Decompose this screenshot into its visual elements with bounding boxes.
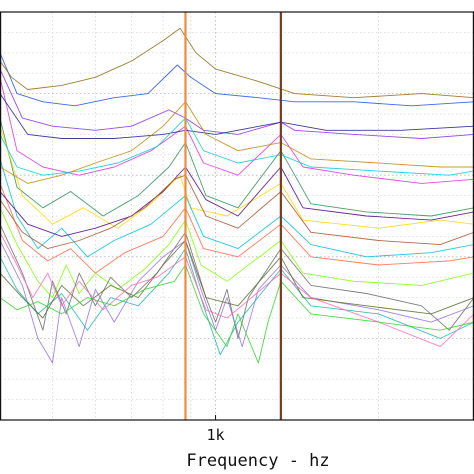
series-line-3	[0, 77, 474, 184]
x-axis-label: Frequency - hz	[186, 451, 329, 471]
grid	[0, 12, 474, 420]
plot-frame	[0, 11, 474, 421]
series-line-20	[0, 264, 474, 364]
x-tick-label: 1k	[207, 426, 225, 444]
series-line-17	[0, 232, 474, 348]
series-line-18	[0, 117, 474, 176]
series-line-2	[0, 68, 474, 139]
series-line-1	[0, 52, 474, 107]
series-line-16	[0, 240, 474, 319]
tick-layer: 1k	[207, 415, 225, 444]
marker-layer	[184, 12, 282, 420]
series-line-15	[0, 166, 474, 237]
series-line-8	[0, 27, 474, 99]
series-line-11	[0, 224, 474, 339]
series-line-14	[0, 101, 474, 184]
